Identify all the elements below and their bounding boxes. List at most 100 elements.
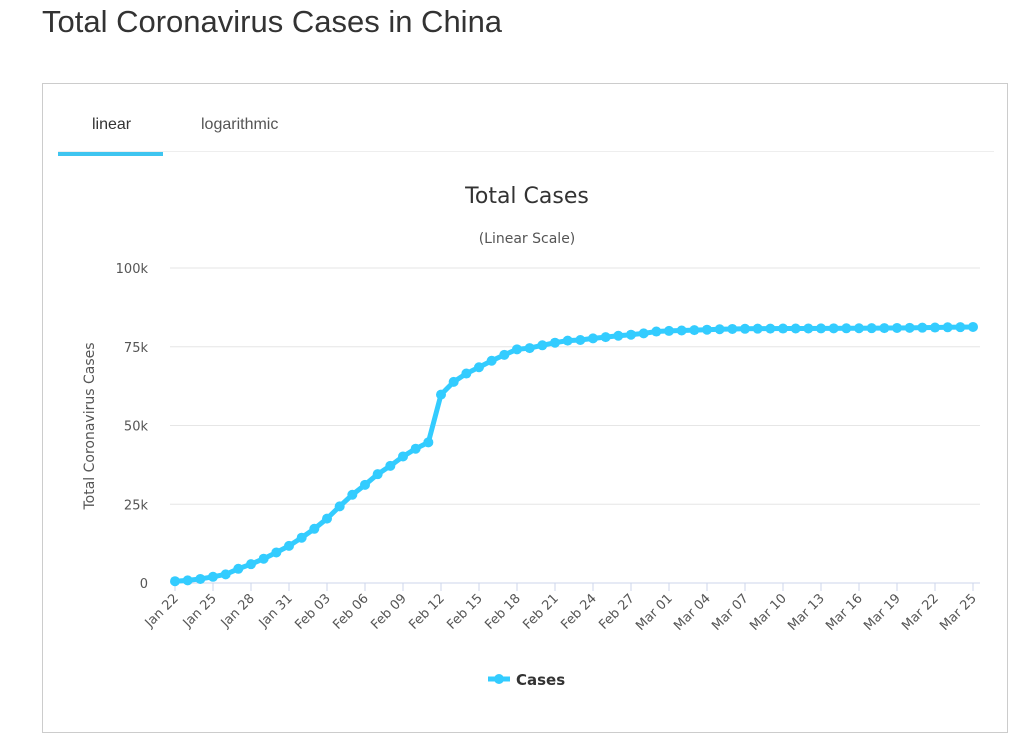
- data-point: [322, 513, 332, 524]
- data-point: [676, 325, 687, 336]
- data-point: [233, 563, 244, 574]
- data-point: [575, 334, 586, 345]
- data-point: [258, 553, 269, 564]
- data-point: [448, 376, 459, 387]
- x-tick-label: Mar 07: [709, 591, 752, 634]
- x-tick-label: Jan 28: [218, 591, 258, 631]
- data-point: [208, 571, 218, 582]
- y-axis-label: Total Coronavirus Cases: [82, 342, 98, 510]
- data-point: [385, 460, 396, 471]
- data-point: [524, 343, 535, 354]
- scale-tabs: linear logarithmic: [58, 84, 994, 152]
- x-tick-label: Mar 16: [823, 591, 866, 634]
- chart-title: Total Cases: [464, 184, 589, 209]
- data-point: [904, 322, 915, 333]
- data-point: [778, 323, 788, 334]
- data-point: [398, 451, 408, 462]
- data-point: [334, 501, 345, 512]
- data-point: [892, 322, 902, 333]
- data-point: [461, 368, 472, 379]
- data-point: [372, 469, 383, 480]
- x-tick-label: Mar 13: [785, 591, 828, 634]
- data-point: [765, 323, 776, 334]
- data-point: [562, 335, 573, 346]
- chart-subtitle: (Linear Scale): [479, 231, 576, 247]
- y-tick-label: 75k: [124, 341, 149, 356]
- data-point: [968, 321, 978, 332]
- data-point: [410, 443, 421, 454]
- data-point: [284, 540, 294, 551]
- active-tab-indicator: [58, 152, 163, 156]
- data-point: [550, 337, 560, 348]
- data-point: [752, 323, 763, 334]
- data-point: [512, 344, 522, 355]
- y-tick-label: 0: [140, 577, 148, 592]
- data-point: [613, 330, 624, 341]
- data-point: [588, 333, 598, 344]
- data-point: [638, 328, 649, 339]
- x-tick-label: Feb 09: [368, 591, 410, 633]
- x-tick-label: Jan 31: [256, 591, 296, 631]
- legend-marker: [494, 674, 504, 684]
- data-point: [803, 323, 814, 334]
- data-point: [727, 323, 738, 334]
- y-tick-label: 100k: [116, 262, 149, 277]
- data-point: [689, 325, 700, 336]
- data-point: [626, 329, 636, 340]
- x-tick-label: Mar 22: [899, 591, 942, 634]
- data-point: [841, 323, 852, 334]
- data-point: [790, 323, 801, 334]
- data-point: [854, 323, 864, 334]
- legend-label-cases: Cases: [516, 671, 565, 689]
- data-point: [309, 523, 320, 534]
- data-point: [195, 573, 206, 584]
- data-point: [182, 575, 193, 586]
- x-tick-label: Feb 03: [292, 591, 334, 633]
- x-tick-label: Mar 19: [861, 591, 904, 634]
- y-tick-label: 50k: [124, 420, 149, 435]
- x-tick-label: Feb 27: [596, 591, 638, 633]
- x-tick-label: Feb 15: [444, 591, 486, 633]
- data-point: [828, 323, 839, 334]
- data-point: [246, 559, 256, 570]
- data-point: [347, 489, 358, 500]
- page-title: Total Coronavirus Cases in China: [42, 4, 503, 39]
- x-tick-label: Jan 25: [180, 591, 220, 631]
- data-point: [740, 323, 750, 334]
- data-point: [423, 437, 434, 448]
- data-point: [360, 479, 370, 490]
- data-point: [296, 532, 307, 543]
- data-point: [702, 324, 712, 335]
- x-tick-label: Mar 25: [937, 591, 980, 634]
- x-tick-label: Mar 10: [747, 591, 790, 634]
- data-point: [600, 332, 611, 343]
- data-point: [170, 576, 180, 587]
- y-tick-label: 25k: [124, 498, 149, 513]
- chart: Total Cases (Linear Scale) Total Coronavir…: [82, 184, 980, 689]
- tab-linear[interactable]: linear: [92, 116, 132, 133]
- x-tick-label: Feb 18: [482, 591, 524, 633]
- data-point: [664, 325, 674, 336]
- data-point: [499, 349, 510, 360]
- x-tick-label: Feb 21: [520, 591, 562, 633]
- data-point: [714, 324, 725, 335]
- data-point: [220, 569, 231, 580]
- series-line-cases: [174, 324, 974, 584]
- data-point: [942, 322, 953, 333]
- data-point: [474, 362, 484, 373]
- x-tick-label: Mar 04: [671, 591, 714, 634]
- x-tick-label: Mar 01: [633, 591, 676, 634]
- data-point: [879, 323, 890, 334]
- x-tick-label: Jan 22: [142, 591, 182, 631]
- data-point: [930, 322, 940, 333]
- data-point: [486, 355, 497, 366]
- x-tick-label: Feb 12: [406, 591, 448, 633]
- tab-logarithmic[interactable]: logarithmic: [201, 116, 279, 133]
- data-point: [271, 547, 282, 558]
- x-tick-label: Feb 24: [558, 591, 600, 633]
- data-point: [651, 326, 662, 337]
- x-tick-label: Feb 06: [330, 591, 372, 633]
- data-point: [436, 389, 446, 400]
- data-point: [866, 323, 877, 334]
- data-point: [537, 340, 548, 351]
